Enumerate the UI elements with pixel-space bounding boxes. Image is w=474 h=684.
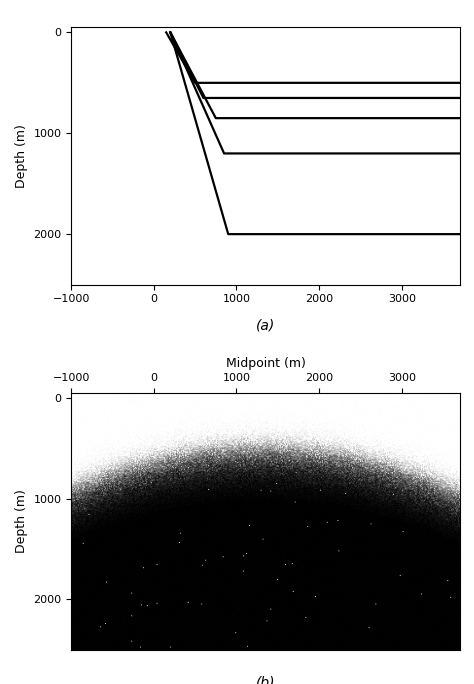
Text: (b): (b) <box>255 676 275 684</box>
Y-axis label: Depth (m): Depth (m) <box>15 124 27 188</box>
Y-axis label: Depth (m): Depth (m) <box>15 489 27 553</box>
Text: (a): (a) <box>256 318 275 332</box>
X-axis label: Midpoint (m): Midpoint (m) <box>226 357 305 370</box>
